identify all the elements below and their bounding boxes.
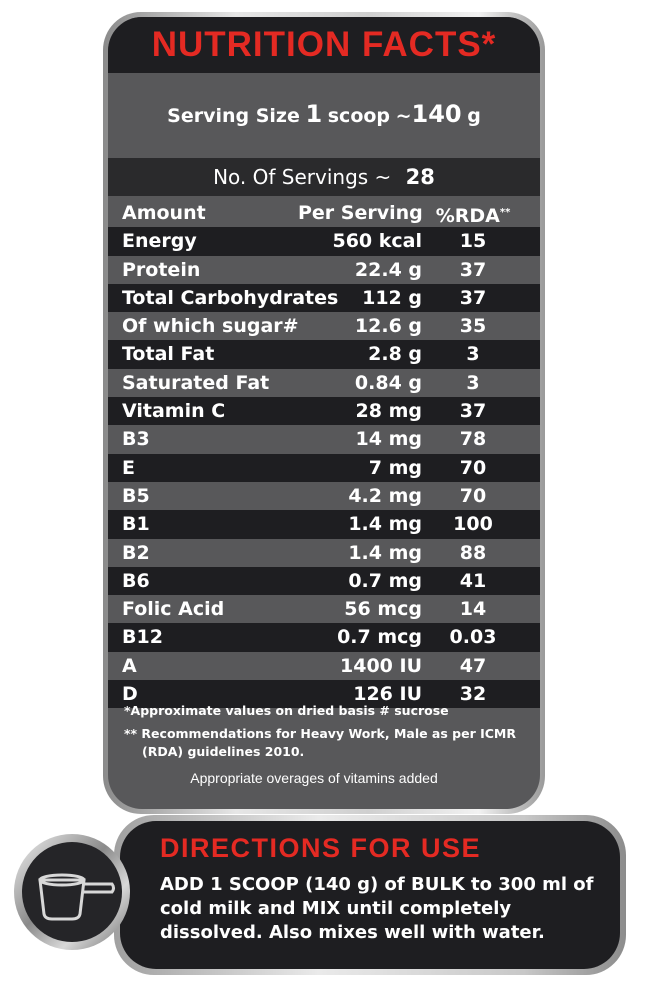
table-row: B1 1.4 mg 100 bbox=[108, 510, 540, 539]
table-row: B12 0.7 mcg 0.03 bbox=[108, 623, 540, 652]
nutrient-name: Protein bbox=[122, 258, 201, 281]
nutrient-name: B6 bbox=[122, 569, 150, 592]
serving-size-unit: scoop bbox=[327, 105, 391, 127]
nutrient-rda: 70 bbox=[459, 456, 487, 479]
table-row: Total Fat 2.8 g 3 bbox=[108, 340, 540, 369]
header-rda: %RDA** bbox=[422, 199, 524, 230]
nutrient-per-serving: 28 mg bbox=[355, 400, 422, 423]
nutrient-per-serving: 0.7 mcg bbox=[337, 626, 422, 649]
nutrient-name: B1 bbox=[122, 513, 150, 536]
nutrient-rda: 35 bbox=[459, 315, 487, 338]
nutrient-rda: 41 bbox=[459, 569, 487, 592]
nutrient-per-serving: 560 kcal bbox=[332, 230, 422, 253]
nutrient-per-serving: 7 mg bbox=[368, 456, 422, 479]
title-bar: NUTRITION FACTS* bbox=[108, 17, 540, 73]
nutrient-per-serving: 56 mcg bbox=[344, 598, 422, 621]
table-row: Total Carbohydrates 112 g 37 bbox=[108, 283, 540, 313]
nutrient-name: Energy bbox=[122, 230, 197, 253]
nutrient-name: Total Fat bbox=[122, 343, 215, 366]
nutrient-name: E bbox=[122, 456, 135, 479]
footnote-rda: ** Recommendations for Heavy Work, Male … bbox=[124, 726, 516, 759]
table-row: Energy 560 kcal 15 bbox=[108, 227, 540, 256]
serving-size: Serving Size 1 scoop ~140 g bbox=[108, 73, 540, 155]
nutrient-per-serving: 14 mg bbox=[355, 428, 422, 451]
nutrient-name: Vitamin C bbox=[122, 400, 226, 423]
table-row: B3 14 mg 78 bbox=[108, 425, 540, 454]
nutrient-rda: 70 bbox=[459, 484, 487, 507]
nutrient-per-serving: 2.8 g bbox=[368, 343, 422, 366]
nutrient-name: B3 bbox=[122, 428, 150, 451]
table-row: A 1400 IU 47 bbox=[108, 651, 540, 681]
table-row: D 126 IU 32 bbox=[108, 680, 540, 709]
serving-size-approx: ~ bbox=[395, 105, 412, 127]
serving-size-qty: 1 bbox=[305, 100, 323, 128]
serving-size-label: Serving Size bbox=[167, 105, 300, 127]
nutrient-rda: 100 bbox=[453, 513, 493, 536]
nutrient-rda: 3 bbox=[466, 371, 480, 394]
nutrient-rda: 0.03 bbox=[449, 626, 497, 649]
table-row: Of which sugar# 12.6 g 35 bbox=[108, 312, 540, 341]
nutrition-table: Amount Per Serving %RDA** Energy 560 kcal… bbox=[108, 199, 540, 709]
table-row: B2 1.4 mg 88 bbox=[108, 538, 540, 567]
measuring-scoop-icon bbox=[38, 873, 115, 921]
nutrient-per-serving: 1.4 mg bbox=[348, 541, 422, 564]
nutrient-per-serving: 22.4 g bbox=[354, 258, 422, 281]
nutrient-rda: 37 bbox=[459, 258, 487, 281]
nutrient-name: A bbox=[122, 654, 137, 677]
nutrient-name: B5 bbox=[122, 484, 150, 507]
nutrient-name: B12 bbox=[122, 626, 163, 649]
footnote-approx: *Approximate values on dried basis # suc… bbox=[124, 703, 449, 718]
nutrient-per-serving: 1.4 mg bbox=[348, 513, 422, 536]
serving-size-weight: 140 bbox=[411, 100, 462, 128]
footnote-overages: Appropriate overages of vitamins added bbox=[190, 770, 438, 786]
table-row: Saturated Fat 0.84 g 3 bbox=[108, 368, 540, 398]
nutrient-name: Saturated Fat bbox=[122, 371, 270, 394]
header-rda-mark: ** bbox=[499, 207, 511, 218]
servings-count: No. Of Servings ~ 28 bbox=[108, 158, 540, 196]
serving-size-weight-unit: g bbox=[467, 105, 481, 127]
directions-panel: DIRECTIONS FOR USE ADD 1 SCOOP (140 g) o… bbox=[120, 821, 620, 969]
servings-label: No. Of Servings ~ bbox=[213, 165, 392, 189]
footnotes: *Approximate values on dried basis # suc… bbox=[124, 702, 534, 787]
directions-title: DIRECTIONS FOR USE bbox=[160, 833, 482, 863]
header-per-serving: Per Serving bbox=[298, 202, 423, 224]
table-row: Vitamin C 28 mg 37 bbox=[108, 397, 540, 426]
nutrient-per-serving: 112 g bbox=[362, 286, 422, 309]
nutrient-name: Folic Acid bbox=[122, 598, 225, 621]
nutrient-rda: 32 bbox=[459, 683, 487, 706]
table-row: Protein 22.4 g 37 bbox=[108, 255, 540, 284]
nutrient-rda: 15 bbox=[459, 230, 487, 253]
nutrient-rda: 14 bbox=[459, 598, 487, 621]
nutrient-name: Total Carbohydrates bbox=[122, 286, 339, 309]
nutrient-name: D bbox=[122, 683, 138, 706]
table-row: B6 0.7 mg 41 bbox=[108, 566, 540, 596]
nutrient-rda: 47 bbox=[459, 654, 487, 677]
nutrition-facts-panel: NUTRITION FACTS* Serving Size 1 scoop ~1… bbox=[108, 17, 540, 809]
nutrient-name: Of which sugar# bbox=[122, 315, 299, 338]
header-rda-label: %RDA bbox=[435, 205, 500, 227]
table-body: Energy 560 kcal 15 Protein 22.4 g 37 Total Car… bbox=[108, 227, 540, 709]
table-row: E 7 mg 70 bbox=[108, 453, 540, 482]
directions-text: ADD 1 SCOOP (140 g) of BULK to 300 ml of… bbox=[160, 874, 594, 943]
nutrient-rda: 3 bbox=[466, 343, 480, 366]
table-header: Amount Per Serving %RDA** bbox=[108, 199, 540, 230]
nutrient-rda: 37 bbox=[459, 286, 487, 309]
nutrient-per-serving: 4.2 mg bbox=[348, 484, 422, 507]
header-amount: Amount bbox=[122, 202, 206, 224]
nutrient-per-serving: 126 IU bbox=[353, 683, 422, 706]
nutrient-rda: 88 bbox=[459, 541, 487, 564]
table-row: Folic Acid 56 mcg 14 bbox=[108, 595, 540, 624]
nutrient-rda: 37 bbox=[459, 400, 487, 423]
nutrient-name: B2 bbox=[122, 541, 150, 564]
nutrition-facts-title: NUTRITION FACTS* bbox=[151, 25, 497, 64]
table-row: B5 4.2 mg 70 bbox=[108, 481, 540, 511]
nutrient-per-serving: 0.84 g bbox=[354, 371, 422, 394]
nutrient-per-serving: 1400 IU bbox=[340, 654, 422, 677]
nutrient-rda: 78 bbox=[459, 428, 487, 451]
servings-value: 28 bbox=[405, 165, 435, 189]
nutrient-per-serving: 0.7 mg bbox=[348, 569, 422, 592]
nutrient-per-serving: 12.6 g bbox=[354, 315, 422, 338]
